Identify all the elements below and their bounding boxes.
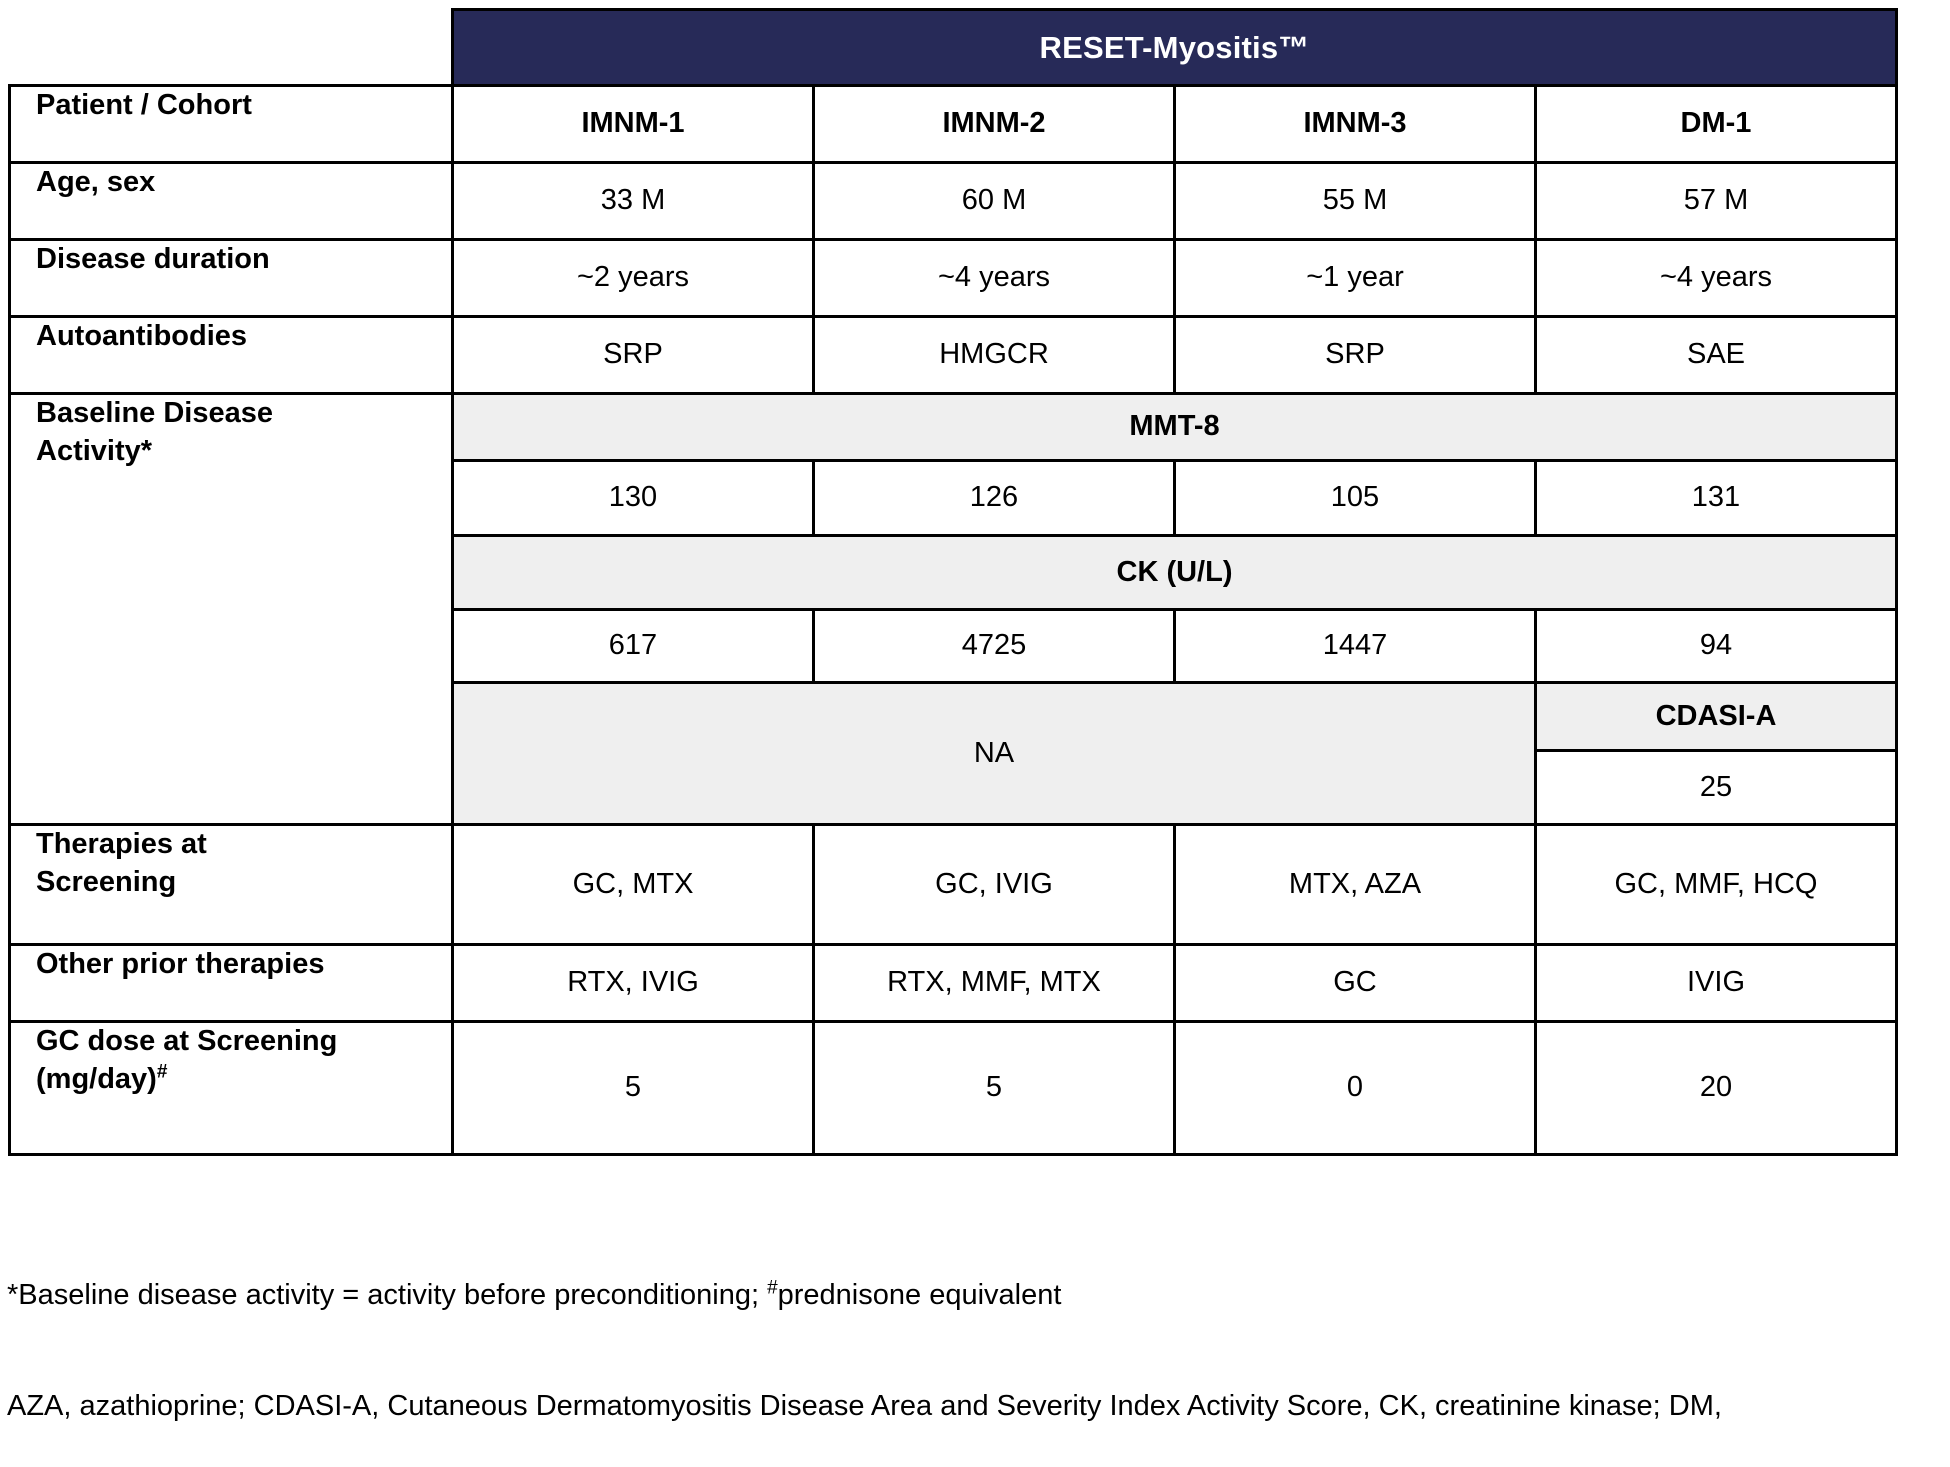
gc-dose-footnote-marker: # bbox=[156, 1061, 168, 1083]
cell-age-sex-imnm-1: 33 M bbox=[454, 164, 812, 238]
cohort-header-imnm-2: IMNM-2 bbox=[815, 87, 1173, 161]
cell-autoantibody-imnm-2: HMGCR bbox=[815, 318, 1173, 392]
cell-ck-imnm-3: 1447 bbox=[1176, 611, 1534, 681]
cell-ck-imnm-2: 4725 bbox=[815, 611, 1173, 681]
cell-mmt8-imnm-3: 105 bbox=[1176, 462, 1534, 534]
cell-gc-dose-imnm-3: 0 bbox=[1176, 1023, 1534, 1153]
cell-duration-imnm-3: ~1 year bbox=[1176, 241, 1534, 315]
cell-age-sex-dm-1: 57 M bbox=[1537, 164, 1895, 238]
table-title-bar: RESET-Myositis™ bbox=[451, 8, 1898, 87]
cell-therapies-dm-1: GC, MMF, HCQ bbox=[1537, 826, 1895, 943]
cell-mmt8-imnm-2: 126 bbox=[815, 462, 1173, 534]
footnote-definitions: *Baseline disease activity = activity be… bbox=[7, 1277, 1062, 1311]
cohort-header-imnm-1: IMNM-1 bbox=[454, 87, 812, 161]
row-label-age-sex: Age, sex bbox=[11, 164, 451, 238]
cell-duration-imnm-1: ~2 years bbox=[454, 241, 812, 315]
cell-age-sex-imnm-2: 60 M bbox=[815, 164, 1173, 238]
cell-ck-imnm-1: 617 bbox=[454, 611, 812, 681]
cell-therapies-imnm-1: GC, MTX bbox=[454, 826, 812, 943]
cell-prior-imnm-3: GC bbox=[1176, 946, 1534, 1020]
corner-header-patient-cohort: Patient / Cohort bbox=[11, 87, 451, 161]
cell-prior-imnm-1: RTX, IVIG bbox=[454, 946, 812, 1020]
cell-mmt8-dm-1: 131 bbox=[1537, 462, 1895, 534]
cell-autoantibody-imnm-1: SRP bbox=[454, 318, 812, 392]
cell-gc-dose-imnm-2: 5 bbox=[815, 1023, 1173, 1153]
footnotes-block: *Baseline disease activity = activity be… bbox=[7, 1203, 1726, 1467]
prednisone-footnote-marker: # bbox=[767, 1277, 778, 1299]
cell-mmt8-imnm-1: 130 bbox=[454, 462, 812, 534]
cell-cdasi-na-merged: NA bbox=[454, 684, 1534, 823]
abbreviations-line-1: AZA, azathioprine; CDASI-A, Cutaneous De… bbox=[7, 1390, 1722, 1422]
cell-autoantibody-imnm-3: SRP bbox=[1176, 318, 1534, 392]
cohort-header-imnm-3: IMNM-3 bbox=[1176, 87, 1534, 161]
subheader-ck: CK (U/L) bbox=[454, 537, 1895, 608]
row-label-baseline-disease-activity: Baseline Disease Activity* bbox=[11, 395, 451, 823]
row-label-other-prior-therapies: Other prior therapies bbox=[11, 946, 451, 1020]
row-label-gc-dose: GC dose at Screening (mg/day)# bbox=[11, 1023, 451, 1153]
cell-therapies-imnm-2: GC, IVIG bbox=[815, 826, 1173, 943]
row-label-disease-duration: Disease duration bbox=[11, 241, 451, 315]
cell-autoantibody-dm-1: SAE bbox=[1537, 318, 1895, 392]
row-label-therapies-at-screening: Therapies at Screening bbox=[11, 826, 451, 943]
cell-cdasi-dm-1: 25 bbox=[1537, 752, 1895, 823]
patient-characteristics-table: Patient / Cohort IMNM-1 IMNM-2 IMNM-3 DM… bbox=[8, 84, 1898, 1156]
cell-duration-dm-1: ~4 years bbox=[1537, 241, 1895, 315]
row-label-autoantibodies: Autoantibodies bbox=[11, 318, 451, 392]
table-title: RESET-Myositis™ bbox=[1039, 29, 1310, 65]
cell-gc-dose-imnm-1: 5 bbox=[454, 1023, 812, 1153]
cell-prior-dm-1: IVIG bbox=[1537, 946, 1895, 1020]
cell-gc-dose-dm-1: 20 bbox=[1537, 1023, 1895, 1153]
subheader-mmt8: MMT-8 bbox=[454, 395, 1895, 459]
cell-ck-dm-1: 94 bbox=[1537, 611, 1895, 681]
cell-therapies-imnm-3: MTX, AZA bbox=[1176, 826, 1534, 943]
cell-age-sex-imnm-3: 55 M bbox=[1176, 164, 1534, 238]
cell-duration-imnm-2: ~4 years bbox=[815, 241, 1173, 315]
subheader-cdasi-a: CDASI-A bbox=[1537, 684, 1895, 749]
cohort-header-dm-1: DM-1 bbox=[1537, 87, 1895, 161]
cell-prior-imnm-2: RTX, MMF, MTX bbox=[815, 946, 1173, 1020]
